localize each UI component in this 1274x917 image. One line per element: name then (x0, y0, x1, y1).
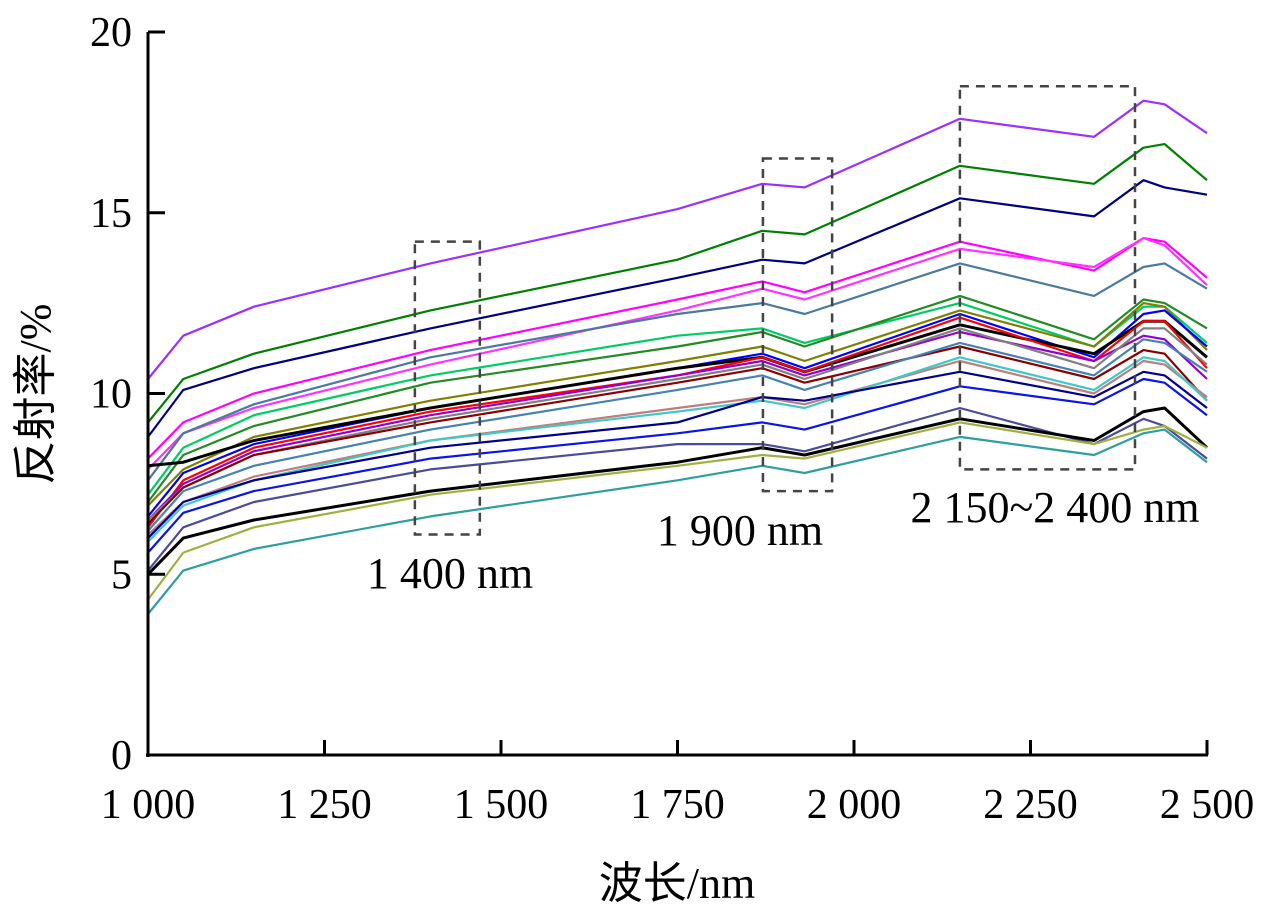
series-line-15 (147, 345, 1208, 525)
x-tick-label: 1 500 (454, 782, 549, 828)
series-line-24 (147, 428, 1208, 615)
y-axis-title: 反射率/% (11, 304, 60, 485)
x-tick-label: 1 750 (630, 782, 725, 828)
y-tick-label: 0 (111, 733, 132, 779)
series-line-22 (146, 406, 1209, 576)
series-line-13 (147, 330, 1208, 521)
series-line-23 (147, 421, 1208, 601)
series-line-17 (147, 359, 1208, 536)
x-tick-label: 2 250 (983, 782, 1078, 828)
y-tick-label: 15 (90, 191, 132, 237)
x-axis-title: 波长/nm (599, 859, 755, 908)
series-line-10 (147, 309, 1208, 518)
series-layer (146, 99, 1209, 615)
annotation-label-1: 1 400 nm (367, 549, 533, 598)
series-line-16 (147, 338, 1208, 532)
y-tick-label: 20 (90, 10, 132, 56)
series-line-5 (147, 237, 1208, 471)
series-line-1 (147, 99, 1208, 380)
x-tick-label: 1 000 (101, 782, 196, 828)
y-tick-label: 5 (111, 552, 132, 598)
x-tick-label: 2 500 (1160, 782, 1255, 828)
y-tick-label: 10 (90, 372, 132, 418)
series-line-20 (147, 377, 1208, 554)
annotation-label-3: 2 150~2 400 nm (910, 483, 1199, 532)
series-line-7 (147, 302, 1208, 496)
annotation-box-1 (413, 240, 482, 536)
x-tick-label: 2 000 (807, 782, 902, 828)
series-line-3 (147, 179, 1208, 438)
series-line-9 (147, 302, 1208, 507)
series-line-19 (147, 370, 1208, 539)
x-tick-label: 1 250 (277, 782, 372, 828)
annotation-box-2 (761, 157, 834, 493)
annotation-label-2: 1 900 nm (657, 506, 823, 555)
series-line-2 (147, 143, 1208, 424)
series-line-12 (147, 316, 1208, 528)
ticks: 1 000 1 250 1 500 1 750 2 000 2 250 2 500 0 5 10 1… (90, 10, 1254, 828)
series-line-21 (147, 406, 1208, 572)
series-line-6 (147, 262, 1208, 481)
annotation-layer: 1 400 nm 1 900 nm 2 150~2 400 nm (367, 84, 1200, 598)
series-line-8 (147, 294, 1208, 503)
annotation-box-3 (958, 84, 1137, 471)
